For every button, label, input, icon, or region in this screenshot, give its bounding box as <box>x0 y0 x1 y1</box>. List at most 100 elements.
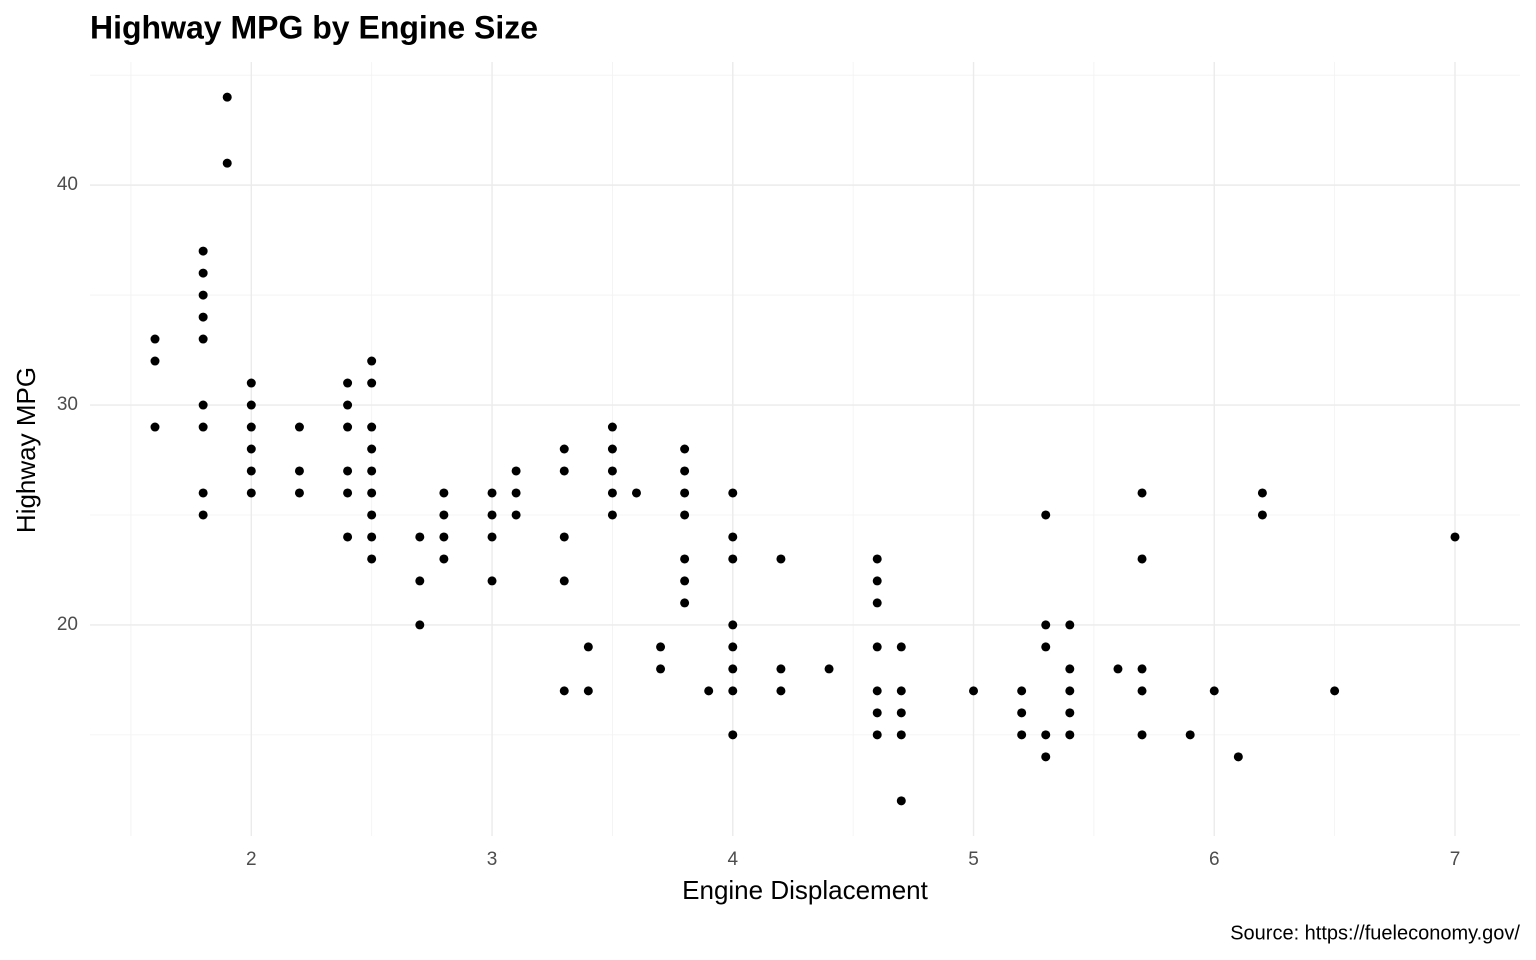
point <box>1137 554 1147 564</box>
point <box>198 312 208 322</box>
point <box>1257 510 1267 520</box>
point <box>1017 730 1027 740</box>
chart-title: Highway MPG by Engine Size <box>90 9 538 45</box>
x-tick-label: 3 <box>487 849 498 870</box>
point <box>367 444 377 454</box>
point <box>1113 664 1123 674</box>
point <box>728 686 738 696</box>
point <box>631 488 641 498</box>
point <box>415 620 425 630</box>
point <box>294 422 304 432</box>
point <box>607 466 617 476</box>
point <box>367 554 377 564</box>
point <box>559 576 569 586</box>
point <box>1041 642 1051 652</box>
point <box>1065 664 1075 674</box>
point <box>246 378 256 388</box>
x-tick-label: 2 <box>246 849 257 870</box>
point <box>607 422 617 432</box>
point <box>343 400 353 410</box>
point <box>559 466 569 476</box>
point <box>728 642 738 652</box>
point <box>246 400 256 410</box>
point <box>343 466 353 476</box>
point <box>704 686 714 696</box>
caption: Source: https://fueleconomy.gov/ <box>1230 922 1520 944</box>
y-tick-label: 30 <box>57 394 78 415</box>
point <box>559 686 569 696</box>
point <box>1257 488 1267 498</box>
point <box>343 532 353 542</box>
point <box>367 356 377 366</box>
point <box>680 598 690 608</box>
point <box>824 664 834 674</box>
point <box>656 664 666 674</box>
point <box>680 466 690 476</box>
point <box>559 532 569 542</box>
point <box>607 510 617 520</box>
point <box>583 686 593 696</box>
point <box>1450 532 1460 542</box>
point <box>1137 664 1147 674</box>
point <box>680 510 690 520</box>
point <box>1017 708 1027 718</box>
point <box>198 422 208 432</box>
point <box>415 576 425 586</box>
point <box>150 334 160 344</box>
point <box>728 730 738 740</box>
point <box>198 246 208 256</box>
point <box>150 356 160 366</box>
point <box>680 554 690 564</box>
point <box>150 422 160 432</box>
point <box>439 554 449 564</box>
y-tick-label: 20 <box>57 614 78 635</box>
point <box>367 532 377 542</box>
point <box>872 576 882 586</box>
point <box>222 158 232 168</box>
point <box>1330 686 1340 696</box>
point <box>487 532 497 542</box>
point <box>728 532 738 542</box>
point <box>1209 686 1219 696</box>
point <box>511 466 521 476</box>
point <box>367 466 377 476</box>
point <box>896 686 906 696</box>
x-axis-title: Engine Displacement <box>682 875 928 905</box>
point <box>487 576 497 586</box>
point <box>776 664 786 674</box>
point <box>415 532 425 542</box>
point <box>1233 752 1243 762</box>
point <box>872 730 882 740</box>
point <box>1041 730 1051 740</box>
point <box>198 268 208 278</box>
point <box>198 488 208 498</box>
point <box>776 686 786 696</box>
point <box>872 598 882 608</box>
x-tick-label: 4 <box>727 849 738 870</box>
point <box>680 488 690 498</box>
point <box>198 334 208 344</box>
point <box>896 642 906 652</box>
point <box>246 422 256 432</box>
point <box>343 378 353 388</box>
point <box>1041 752 1051 762</box>
point <box>872 686 882 696</box>
point <box>439 510 449 520</box>
point <box>1065 620 1075 630</box>
point <box>1185 730 1195 740</box>
point <box>367 378 377 388</box>
point <box>896 708 906 718</box>
point <box>559 444 569 454</box>
point <box>246 488 256 498</box>
point <box>439 532 449 542</box>
point <box>1137 488 1147 498</box>
point <box>246 444 256 454</box>
point <box>1065 708 1075 718</box>
point <box>728 664 738 674</box>
point <box>1137 730 1147 740</box>
point <box>294 466 304 476</box>
point <box>487 510 497 520</box>
point <box>1041 510 1051 520</box>
point <box>367 510 377 520</box>
